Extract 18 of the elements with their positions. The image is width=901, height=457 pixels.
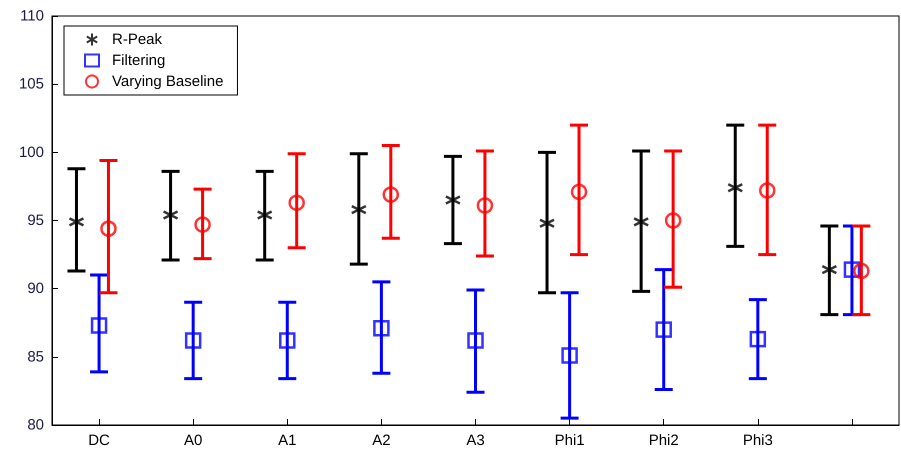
x-tick-label: A2 [372, 432, 391, 449]
y-tick-label: 80 [27, 416, 44, 434]
x-tick-label: A1 [278, 432, 296, 449]
y-tick-label: 100 [18, 144, 44, 161]
legend-label: R-Peak [112, 31, 163, 48]
y-tick-label: 95 [27, 212, 44, 229]
y-tick-label: 85 [27, 348, 44, 366]
x-tick-label: Phi1 [554, 432, 585, 449]
y-tick-label: 90 [27, 280, 44, 298]
legend-label: Filtering [112, 52, 166, 69]
y-tick-label: 110 [20, 8, 44, 24]
legend-label: Varying Baseline [112, 73, 224, 90]
x-tick-label: A3 [466, 432, 485, 449]
x-tick-label: Phi3 [742, 432, 773, 449]
y-tick-label: 105 [18, 76, 44, 93]
x-tick-label: Phi2 [648, 432, 679, 449]
x-tick-label: DC [88, 432, 110, 449]
x-tick-label: A0 [184, 432, 202, 449]
